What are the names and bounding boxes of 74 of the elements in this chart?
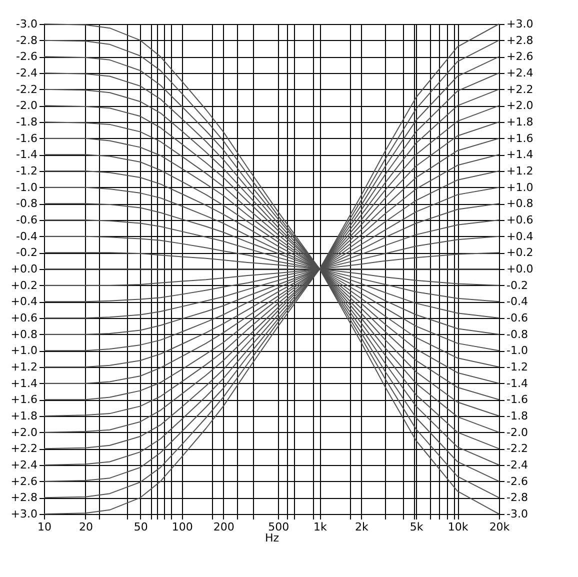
- y-tick-label: -2.0: [16, 99, 38, 112]
- y-tick-label: +0.2: [10, 278, 38, 292]
- y2-tick-label: -0.6: [506, 312, 528, 324]
- y2-tick-label: -3.0: [506, 508, 528, 520]
- y-tick-label: +2.8: [10, 491, 38, 504]
- x-tick-label: 500: [268, 520, 290, 534]
- y-tick-label: +0.8: [10, 328, 38, 341]
- y-tick-label: +1.4: [10, 376, 38, 390]
- x-tick-label: 20k: [489, 520, 510, 534]
- y-tick-label: -2.8: [16, 34, 38, 47]
- y2-tick-label: -2.0: [506, 426, 528, 439]
- y-tick-label: +2.4: [10, 458, 38, 472]
- y2-tick-label: +0.6: [506, 214, 534, 226]
- y-tick-label: +3.0: [10, 508, 38, 520]
- y2-tick-label: -1.0: [506, 344, 528, 358]
- y2-tick-label: +1.0: [506, 180, 534, 194]
- y-tick-label: -1.2: [16, 164, 38, 178]
- x-tick-label: 20: [78, 520, 93, 534]
- y2-tick-label: +0.0: [506, 262, 534, 276]
- x-tick-label: 2k: [354, 520, 369, 534]
- x-tick-label: 1k: [313, 520, 328, 534]
- y2-tick-label: +2.0: [506, 99, 534, 112]
- y2-tick-label: -0.4: [506, 295, 528, 308]
- y-tick-label: +1.8: [10, 410, 38, 422]
- y2-tick-label: -1.8: [506, 410, 528, 422]
- x-tick-label: 200: [213, 520, 234, 534]
- x-tick-label: 10: [38, 520, 52, 534]
- x-tick-label: 10k: [448, 520, 469, 534]
- y-tick-label: -0.4: [16, 230, 38, 243]
- y-tick-label: +1.6: [10, 393, 38, 406]
- y2-tick-label: -2.8: [506, 491, 528, 504]
- y-tick-label: -1.4: [16, 148, 38, 162]
- y2-tick-label: -0.2: [506, 278, 528, 292]
- y2-tick-label: +1.4: [506, 148, 534, 162]
- y2-tick-label: +2.2: [506, 82, 534, 96]
- y-tick-label: +2.6: [10, 474, 38, 488]
- x-axis-title: Hz: [264, 532, 280, 544]
- y2-tick-label: +0.2: [506, 246, 534, 260]
- y2-tick-label: -0.8: [506, 328, 528, 341]
- y2-tick-label: -1.4: [506, 376, 528, 390]
- y-tick-label: +1.0: [10, 344, 38, 358]
- y2-tick-label: +1.8: [506, 116, 534, 128]
- y-tick-label: -1.8: [16, 116, 38, 128]
- y2-tick-label: +1.6: [506, 132, 534, 145]
- y2-tick-label: +2.6: [506, 50, 534, 64]
- y-tick-label: -2.6: [16, 50, 38, 64]
- x-tick-label: 5k: [410, 520, 424, 534]
- y2-tick-label: +1.2: [506, 164, 534, 178]
- y2-tick-label: -2.2: [506, 442, 528, 456]
- y2-tick-label: +2.4: [506, 66, 534, 80]
- y-tick-label: -3.0: [16, 18, 38, 30]
- y-tick-label: +0.4: [10, 295, 38, 308]
- y2-tick-label: -1.2: [506, 360, 528, 374]
- y-tick-label: +2.2: [10, 442, 38, 456]
- x-tick-label: 100: [172, 520, 193, 534]
- y-tick-label: +2.0: [10, 426, 38, 439]
- y-tick-label: -0.2: [16, 246, 38, 260]
- y2-tick-label: +0.8: [506, 197, 534, 210]
- y-tick-label: -0.6: [16, 214, 38, 226]
- y-tick-label: -2.2: [16, 82, 38, 96]
- y-tick-label: +0.6: [10, 312, 38, 324]
- y2-tick-label: -1.6: [506, 393, 528, 406]
- y2-tick-label: -2.6: [506, 474, 528, 488]
- y2-tick-label: +3.0: [506, 18, 534, 30]
- y2-tick-label: -2.4: [506, 458, 528, 472]
- y-tick-label: -1.0: [16, 180, 38, 194]
- y-tick-label: -0.8: [16, 197, 38, 210]
- y2-tick-label: +2.8: [506, 34, 534, 47]
- y2-tick-label: +0.4: [506, 230, 534, 243]
- y-tick-label: +0.0: [10, 262, 38, 276]
- y-tick-label: -1.6: [16, 132, 38, 145]
- y-tick-label: -2.4: [16, 66, 38, 80]
- x-tick-label: 50: [134, 520, 148, 534]
- y-tick-label: +1.2: [10, 360, 38, 374]
